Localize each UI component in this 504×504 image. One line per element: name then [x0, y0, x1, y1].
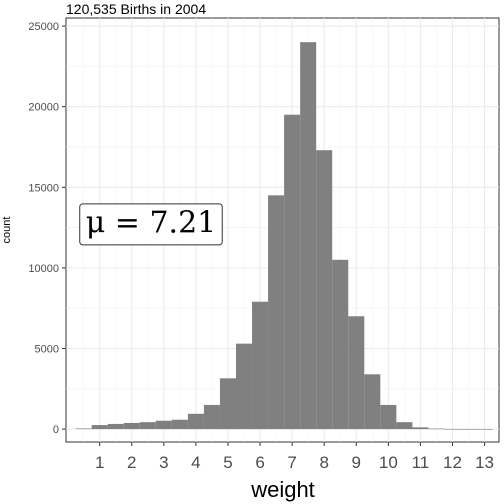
histogram-bar — [300, 42, 317, 430]
x-tick-label: 10 — [379, 453, 398, 472]
histogram-bar — [476, 429, 493, 430]
histogram-bar — [348, 316, 365, 430]
mean-annotation: μ = 7.21 — [79, 203, 223, 246]
histogram-bar — [316, 150, 333, 430]
histogram-bar — [187, 413, 204, 430]
x-tick-label: 7 — [287, 453, 296, 472]
x-tick-label: 9 — [352, 453, 361, 472]
histogram-bar — [107, 423, 124, 430]
x-tick-label: 2 — [127, 453, 136, 472]
histogram-bar — [380, 404, 397, 430]
x-tick-label: 4 — [191, 453, 200, 472]
histogram-bar — [460, 429, 477, 430]
y-tick-label: 0 — [53, 424, 59, 436]
mean-annotation-text: μ = 7.21 — [86, 205, 217, 240]
histogram-bar — [219, 378, 236, 430]
x-axis: 1 2 3 4 5 6 7 8 9 10 11 12 13 — [95, 442, 494, 472]
mean-annotation-box — [79, 203, 223, 246]
histogram-bar — [444, 428, 461, 430]
histogram-bar — [268, 195, 285, 430]
y-tick-label: 25000 — [28, 21, 59, 33]
histogram-bar — [284, 114, 301, 430]
x-axis-label: weight — [250, 477, 315, 502]
histogram-bar — [203, 404, 220, 430]
y-axis: 0 5000 10000 15000 20000 25000 — [28, 21, 66, 436]
histogram-bars — [75, 42, 493, 430]
histogram-bar — [155, 420, 172, 430]
y-tick-label: 20000 — [28, 102, 59, 114]
x-tick-label: 1 — [95, 453, 104, 472]
histogram-bar — [252, 301, 269, 430]
x-tick-label: 3 — [159, 453, 168, 472]
x-tick-label: 6 — [255, 453, 264, 472]
histogram-bar — [91, 425, 108, 430]
y-tick-label: 15000 — [28, 182, 59, 194]
histogram-bar — [396, 422, 413, 430]
x-tick-label: 12 — [443, 453, 462, 472]
y-tick-label: 5000 — [35, 343, 59, 355]
histogram-bar — [171, 419, 188, 430]
histogram-bar — [123, 422, 140, 430]
chart-title: 120,535 Births in 2004 — [66, 1, 206, 17]
y-axis-label: count — [1, 217, 13, 244]
x-tick-label: 11 — [412, 453, 430, 472]
histogram-bar — [75, 428, 92, 430]
x-tick-label: 13 — [475, 453, 494, 472]
histogram-bar — [235, 343, 253, 430]
histogram-bar — [412, 427, 429, 430]
histogram-bar — [139, 422, 156, 430]
y-tick-label: 10000 — [28, 263, 59, 275]
histogram-bar — [428, 428, 445, 430]
x-tick-label: 8 — [319, 453, 328, 472]
histogram-bar — [364, 374, 381, 430]
x-tick-label: 5 — [223, 453, 232, 472]
histogram-bar — [332, 259, 349, 430]
